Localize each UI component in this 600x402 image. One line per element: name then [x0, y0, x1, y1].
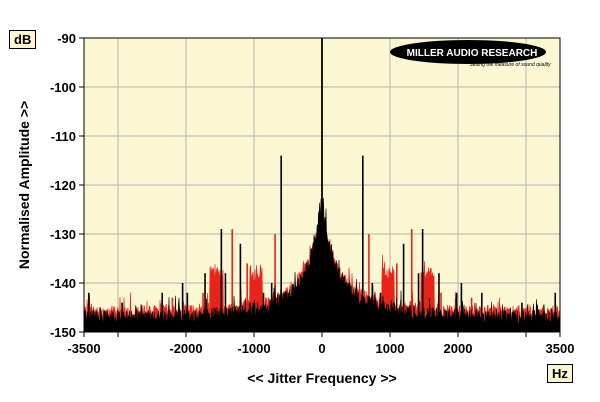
y-tick-label: -150 [50, 325, 76, 340]
logo-tagline: Setting the measure of sound quality [469, 62, 551, 68]
brand-logo: MILLER AUDIO RESEARCH Setting the measur… [390, 40, 551, 68]
x-tick-label: 2000 [444, 341, 473, 356]
y-unit-label: dB [9, 30, 37, 49]
tick-marks [79, 37, 561, 337]
x-tick-label: 0 [318, 341, 325, 356]
x-tick-label: -3500 [67, 341, 100, 356]
x-unit-label: Hz [547, 364, 573, 383]
series-layer [83, 38, 561, 333]
y-tick-label: -120 [50, 178, 76, 193]
x-axis-title: << Jitter Frequency >> [247, 370, 396, 386]
series-black [83, 38, 561, 333]
x-tick-label: 3500 [546, 341, 575, 356]
y-tick-label: -110 [51, 129, 76, 144]
y-tick-label: -130 [50, 227, 76, 242]
x-tick-label: -2000 [169, 341, 202, 356]
y-tick-label: -90 [57, 31, 76, 46]
y-tick-label: -100 [50, 80, 76, 95]
y-tick-labels: -90 -100 -110 -120 -130 -140 -150 [50, 31, 76, 340]
y-axis-title: Normalised Amplitude >> [16, 101, 32, 269]
logo-name: MILLER AUDIO RESEARCH [407, 48, 538, 59]
x-tick-labels: -3500 -2000 -1000 0 1000 2000 3500 [67, 341, 574, 356]
x-tick-label: -1000 [237, 341, 270, 356]
logo-oval [390, 40, 546, 64]
y-tick-label: -140 [50, 276, 76, 291]
x-tick-label: 1000 [376, 341, 405, 356]
